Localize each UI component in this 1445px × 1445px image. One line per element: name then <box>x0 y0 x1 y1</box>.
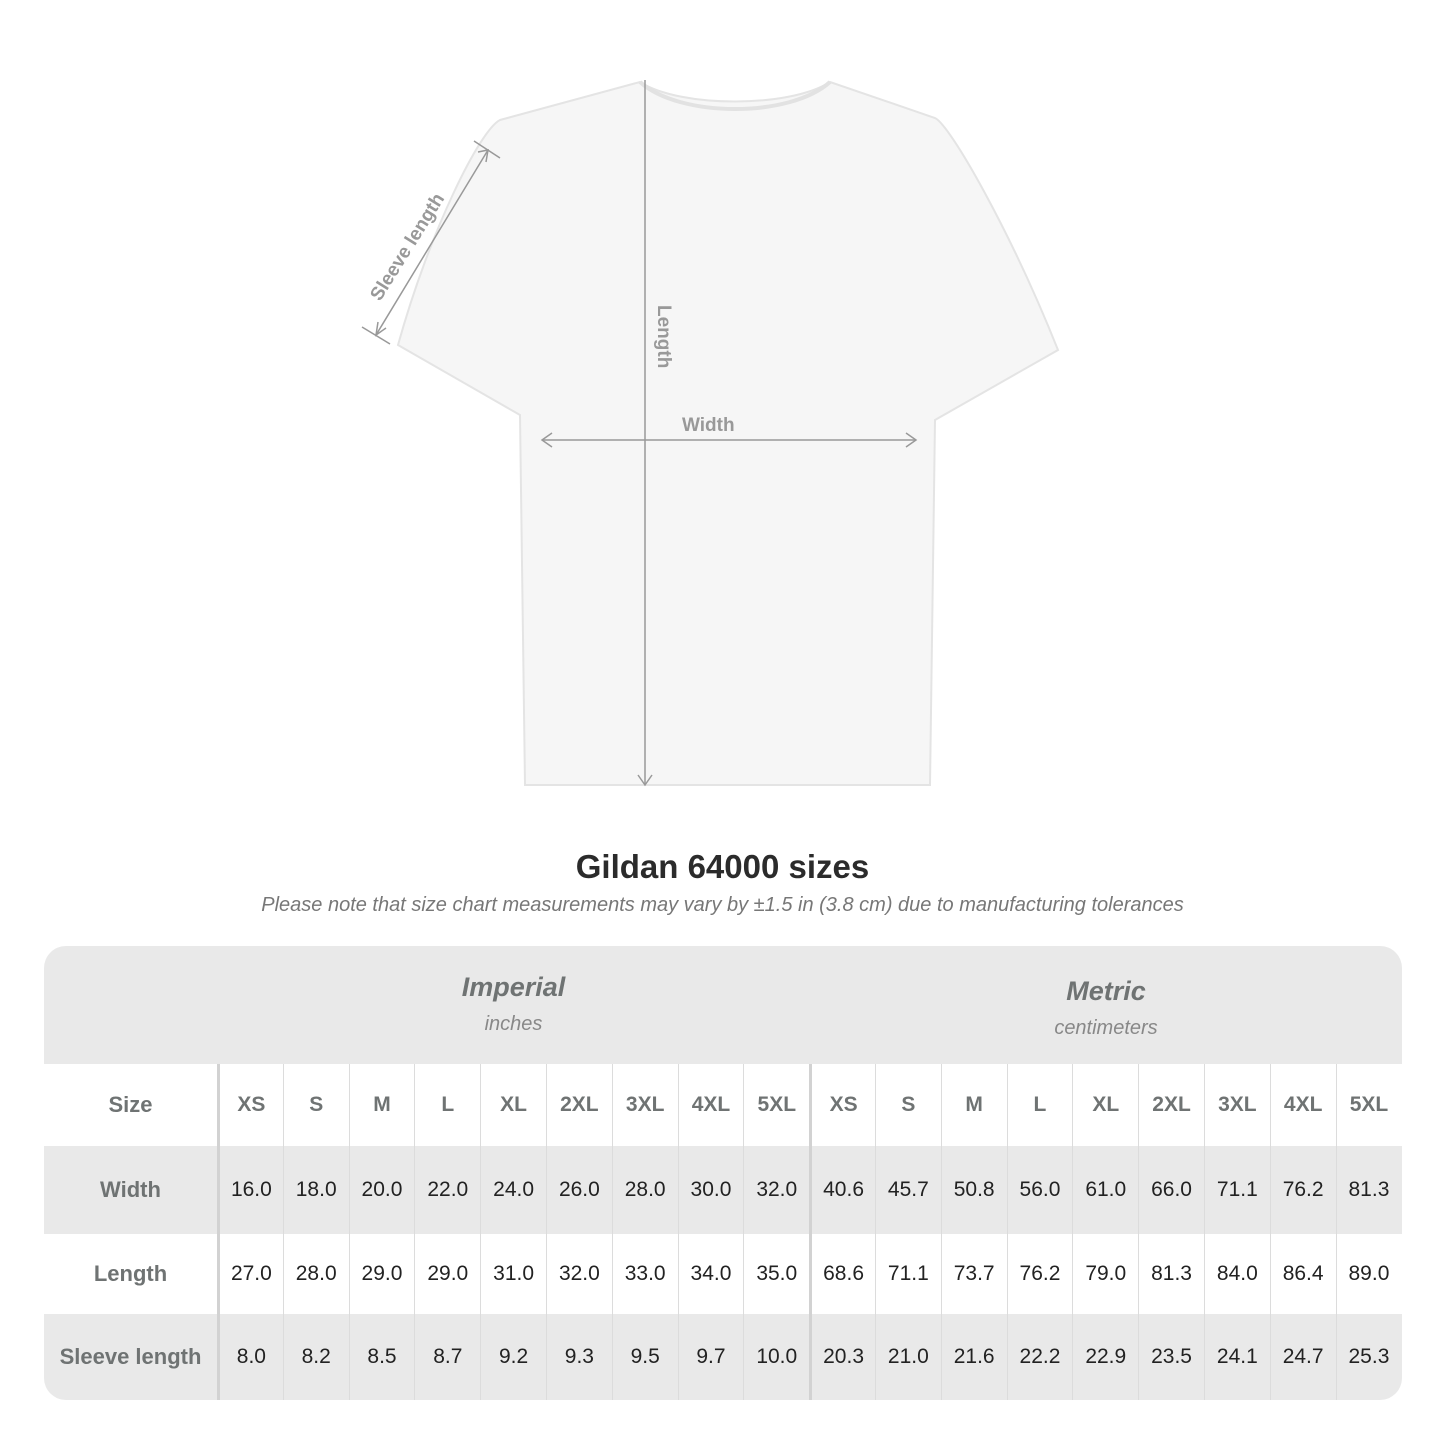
size-header-cell: M <box>348 1064 415 1146</box>
table-row: Length 27.0 28.0 29.0 29.0 31.0 32.0 33.0 34.0 35… <box>44 1234 1402 1314</box>
metric-value-cell: 24.7 <box>1269 1314 1336 1400</box>
imperial-value-cell: 9.3 <box>545 1314 612 1400</box>
imperial-unit: inches <box>484 1013 543 1035</box>
size-header-cell: L <box>414 1064 480 1146</box>
imperial-value-cell: 32.0 <box>545 1234 612 1314</box>
metric-value-cell: 61.0 <box>1072 1146 1138 1234</box>
metric-value-cell: 56.0 <box>1006 1146 1073 1234</box>
metric-value-cell: 81.3 <box>1335 1146 1402 1234</box>
imperial-value-cell: 8.0 <box>217 1314 283 1400</box>
imperial-value-cell: 10.0 <box>743 1314 809 1400</box>
imperial-value-cell: 8.7 <box>414 1314 480 1400</box>
imperial-value-cell: 8.5 <box>348 1314 415 1400</box>
size-header-cell: 3XL <box>611 1064 678 1146</box>
size-header-cell: S <box>874 1064 941 1146</box>
metric-value-cell: 40.6 <box>809 1146 875 1234</box>
size-header-row: Size XS S M L XL 2XL 3XL 4XL 5XL XS S M L XL 2XL 3XL 4XL 5… <box>44 1064 1402 1146</box>
row-label: Sleeve length <box>59 1344 202 1369</box>
imperial-value-cell: 27.0 <box>217 1234 283 1314</box>
imperial-value-cell: 8.2 <box>282 1314 349 1400</box>
metric-value-cell: 24.1 <box>1203 1314 1270 1400</box>
imperial-value-cell: 9.7 <box>677 1314 744 1400</box>
table-row: Width 16.0 18.0 20.0 22.0 24.0 26.0 28.0 30.0 32.… <box>44 1146 1402 1234</box>
size-header-cell: XL <box>1072 1064 1138 1146</box>
metric-value-cell: 21.6 <box>940 1314 1007 1400</box>
metric-value-cell: 50.8 <box>940 1146 1007 1234</box>
size-table: Imperial inches Metric centimeters Size X… <box>44 946 1402 1400</box>
collar <box>638 80 832 111</box>
imperial-value-cell: 30.0 <box>677 1146 744 1234</box>
size-header-cell: 4XL <box>1269 1064 1336 1146</box>
size-header-cell: S <box>282 1064 349 1146</box>
metric-value-cell: 89.0 <box>1335 1234 1402 1314</box>
size-header-cell: 2XL <box>545 1064 612 1146</box>
imperial-value-cell: 31.0 <box>480 1234 546 1314</box>
tshirt-shape <box>396 80 1060 786</box>
metric-value-cell: 25.3 <box>1335 1314 1402 1400</box>
metric-value-cell: 23.5 <box>1138 1314 1204 1400</box>
imperial-value-cell: 28.0 <box>611 1146 678 1234</box>
measure-lines <box>361 80 918 787</box>
imperial-value-cell: 28.0 <box>282 1234 349 1314</box>
table-row: Sleeve length 8.0 8.2 8.5 8.7 9.2 9.3 9.5 9.7 10.… <box>44 1314 1402 1400</box>
size-header-cell: 2XL <box>1138 1064 1204 1146</box>
size-header-cell: XS <box>217 1064 283 1146</box>
size-header-cell: 5XL <box>743 1064 809 1146</box>
size-header-cell: XL <box>480 1064 546 1146</box>
size-header-cell: L <box>1006 1064 1073 1146</box>
row-label: Length <box>93 1261 168 1286</box>
metric-value-cell: 66.0 <box>1138 1146 1204 1234</box>
size-header-cell: M <box>940 1064 1007 1146</box>
imperial-value-cell: 35.0 <box>743 1234 809 1314</box>
metric-value-cell: 79.0 <box>1072 1234 1138 1314</box>
metric-value-cell: 84.0 <box>1203 1234 1270 1314</box>
imperial-value-cell: 29.0 <box>348 1234 415 1314</box>
imperial-value-cell: 16.0 <box>217 1146 283 1234</box>
tolerance-note: Please note that size chart measurements… <box>261 894 1184 916</box>
imperial-value-cell: 32.0 <box>743 1146 809 1234</box>
metric-value-cell: 73.7 <box>940 1234 1007 1314</box>
metric-value-cell: 45.7 <box>874 1146 941 1234</box>
size-header-cell: 5XL <box>1335 1064 1402 1146</box>
imperial-value-cell: 34.0 <box>677 1234 744 1314</box>
imperial-value-cell: 29.0 <box>414 1234 480 1314</box>
page-title: Gildan 64000 sizes <box>575 848 870 885</box>
sleeve-line <box>375 149 489 336</box>
imperial-header: Imperial inches <box>217 946 810 1064</box>
metric-value-cell: 86.4 <box>1269 1234 1336 1314</box>
metric-value-cell: 71.1 <box>1203 1146 1270 1234</box>
imperial-value-cell: 22.0 <box>414 1146 480 1234</box>
metric-value-cell: 20.3 <box>809 1314 875 1400</box>
metric-value-cell: 21.0 <box>874 1314 941 1400</box>
size-header-cell: XS <box>809 1064 875 1146</box>
size-header-cell: 4XL <box>677 1064 744 1146</box>
imperial-value-cell: 24.0 <box>480 1146 546 1234</box>
metric-value-cell: 22.2 <box>1006 1314 1073 1400</box>
row-label: Size <box>108 1092 153 1117</box>
metric-value-cell: 68.6 <box>809 1234 875 1314</box>
metric-header: Metric centimeters <box>810 946 1402 1064</box>
imperial-value-cell: 9.2 <box>480 1314 546 1400</box>
metric-value-cell: 76.2 <box>1006 1234 1073 1314</box>
metric-unit: centimeters <box>1054 1017 1158 1039</box>
imperial-value-cell: 9.5 <box>611 1314 678 1400</box>
metric-title: Metric <box>1066 976 1146 1006</box>
length-label: Length <box>653 305 674 368</box>
width-label: Width <box>682 415 735 436</box>
imperial-value-cell: 33.0 <box>611 1234 678 1314</box>
metric-value-cell: 22.9 <box>1072 1314 1138 1400</box>
tshirt-diagram: Sleeve length Length Width <box>361 80 1060 787</box>
size-header-cell: 3XL <box>1203 1064 1270 1146</box>
metric-value-cell: 76.2 <box>1269 1146 1336 1234</box>
imperial-title: Imperial <box>461 972 566 1002</box>
metric-value-cell: 81.3 <box>1138 1234 1204 1314</box>
imperial-value-cell: 18.0 <box>282 1146 349 1234</box>
metric-value-cell: 71.1 <box>874 1234 941 1314</box>
imperial-value-cell: 20.0 <box>348 1146 415 1234</box>
imperial-value-cell: 26.0 <box>545 1146 612 1234</box>
row-label: Width <box>100 1177 161 1202</box>
